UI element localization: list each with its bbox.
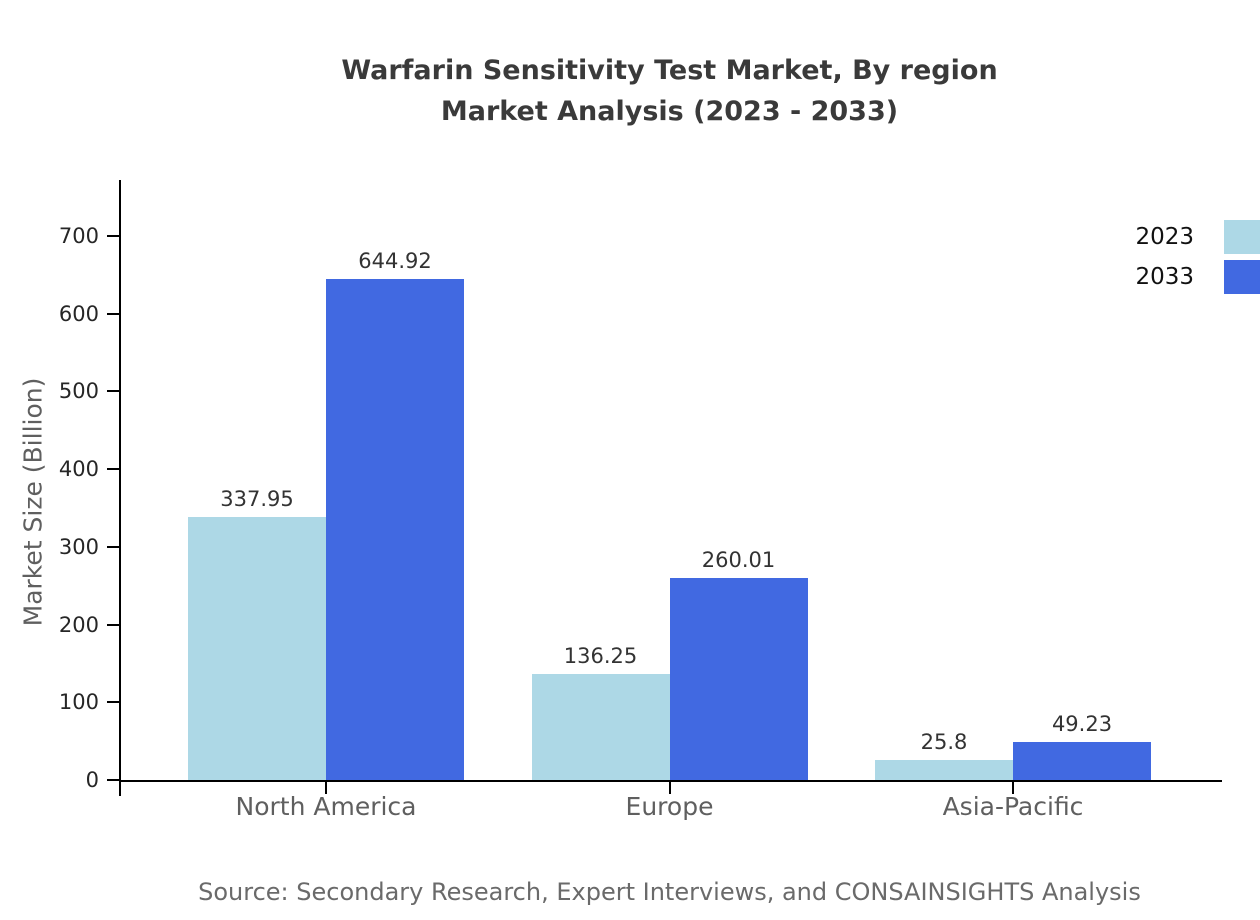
legend-label-2023: 2023 [1135,224,1194,250]
bar-value-label-2033-europe: 260.01 [701,547,776,572]
plot-area: 0 100 200 300 400 500 600 700 North America 337.9… [59,180,1222,821]
legend-swatch-2023 [1224,220,1260,254]
bar-value-label-2033-asia-pacific: 49.23 [1051,711,1113,736]
y-tick-100 [107,701,119,704]
bar-2033-europe [669,577,808,780]
x-category-label-asia-pacific: Asia-Pacific [942,792,1084,821]
y-tick-label-700: 700 [58,223,99,248]
chart-title-line2: Market Analysis (2023 - 2033) [440,96,899,127]
y-tick-200 [107,623,119,626]
bar-2033-north-america [326,278,464,780]
x-tick-north-america [325,782,327,794]
y-tick-300 [107,545,119,548]
chart-title: Warfarin Sensitivity Test Market, By reg… [117,50,1222,132]
x-tick-europe [668,782,671,794]
bar-2023-asia-pacific [875,759,1013,780]
bar-value-label-2023-asia-pacific: 25.8 [920,729,968,754]
bar-2023-north-america [188,517,326,780]
legend-label-2033: 2033 [1135,264,1194,290]
y-tick-label-0: 0 [85,768,99,792]
x-tick-asia-pacific [1012,782,1014,794]
y-axis-label: Market Size (Billion) [18,377,48,627]
y-tick-600 [107,312,119,315]
y-spine-tail [119,780,121,796]
y-tick-400 [107,468,119,471]
bar-value-label-2023-north-america: 337.95 [220,487,294,512]
y-tick-label-400: 400 [58,457,99,482]
y-tick-label-300: 300 [58,534,99,559]
y-tick-label-100: 100 [58,690,99,715]
chart-title-line1: Warfarin Sensitivity Test Market, By reg… [341,55,998,86]
y-tick-label-200: 200 [58,612,99,637]
x-category-label-north-america: North America [235,792,417,821]
y-tick-500 [107,390,119,393]
y-tick-700 [107,234,119,237]
y-tick-label-600: 600 [58,301,99,326]
legend-swatch-2033 [1224,260,1260,294]
source-note: Source: Secondary Research, Expert Inter… [198,878,1141,906]
y-tick-0 [107,779,119,781]
bar-2023-europe [531,674,670,780]
y-tick-label-500: 500 [58,379,99,404]
x-category-label-europe: Europe [625,792,714,821]
bar-value-label-2023-europe: 136.25 [563,644,638,669]
bar-2033-asia-pacific [1013,741,1151,780]
bar-value-label-2033-north-america: 644.92 [358,248,432,273]
